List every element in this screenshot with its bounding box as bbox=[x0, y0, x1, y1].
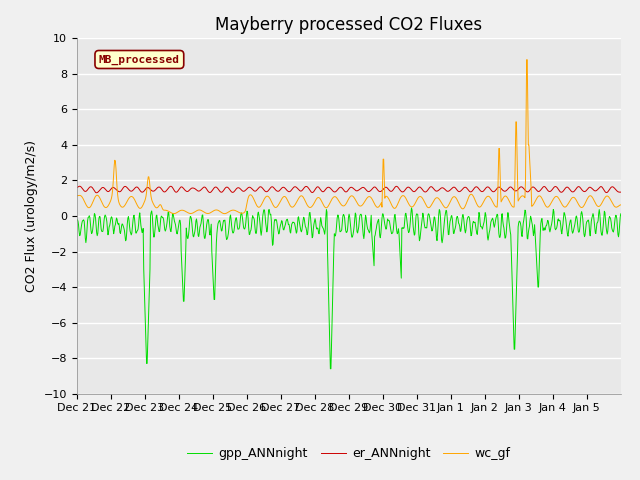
wc_gf bbox=[99, 202, 107, 207]
gpp_ANNnight bbox=[299, 222, 307, 228]
Line: wc_gf: wc_gf bbox=[77, 60, 621, 214]
gpp_ANNnight bbox=[174, 228, 182, 234]
gpp_ANNnight bbox=[617, 211, 625, 216]
wc_gf bbox=[300, 194, 307, 200]
er_ANNnight bbox=[395, 185, 403, 191]
er_ANNnight bbox=[100, 185, 108, 191]
gpp_ANNnight bbox=[591, 225, 598, 230]
gpp_ANNnight bbox=[600, 222, 607, 228]
gpp_ANNnight bbox=[408, 205, 415, 211]
wc_gf bbox=[600, 198, 607, 204]
wc_gf bbox=[174, 209, 182, 215]
er_ANNnight bbox=[591, 188, 598, 193]
gpp_ANNnight bbox=[394, 229, 402, 235]
wc_gf bbox=[523, 57, 531, 62]
er_ANNnight bbox=[175, 187, 183, 192]
Text: MB_processed: MB_processed bbox=[99, 54, 180, 65]
Y-axis label: CO2 Flux (urology/m2/s): CO2 Flux (urology/m2/s) bbox=[25, 140, 38, 292]
wc_gf bbox=[394, 201, 402, 206]
er_ANNnight bbox=[73, 185, 81, 191]
er_ANNnight bbox=[76, 183, 83, 189]
er_ANNnight bbox=[600, 186, 607, 192]
wc_gf bbox=[220, 211, 228, 216]
gpp_ANNnight bbox=[326, 366, 334, 372]
gpp_ANNnight bbox=[99, 228, 107, 234]
er_ANNnight bbox=[93, 190, 100, 196]
wc_gf bbox=[73, 193, 81, 199]
Line: gpp_ANNnight: gpp_ANNnight bbox=[77, 208, 621, 369]
wc_gf bbox=[617, 202, 625, 208]
er_ANNnight bbox=[617, 189, 625, 195]
Legend: gpp_ANNnight, er_ANNnight, wc_gf: gpp_ANNnight, er_ANNnight, wc_gf bbox=[182, 443, 515, 466]
Line: er_ANNnight: er_ANNnight bbox=[77, 186, 621, 193]
Title: Mayberry processed CO2 Fluxes: Mayberry processed CO2 Fluxes bbox=[215, 16, 483, 34]
gpp_ANNnight bbox=[73, 216, 81, 222]
er_ANNnight bbox=[300, 186, 308, 192]
wc_gf bbox=[591, 199, 598, 205]
